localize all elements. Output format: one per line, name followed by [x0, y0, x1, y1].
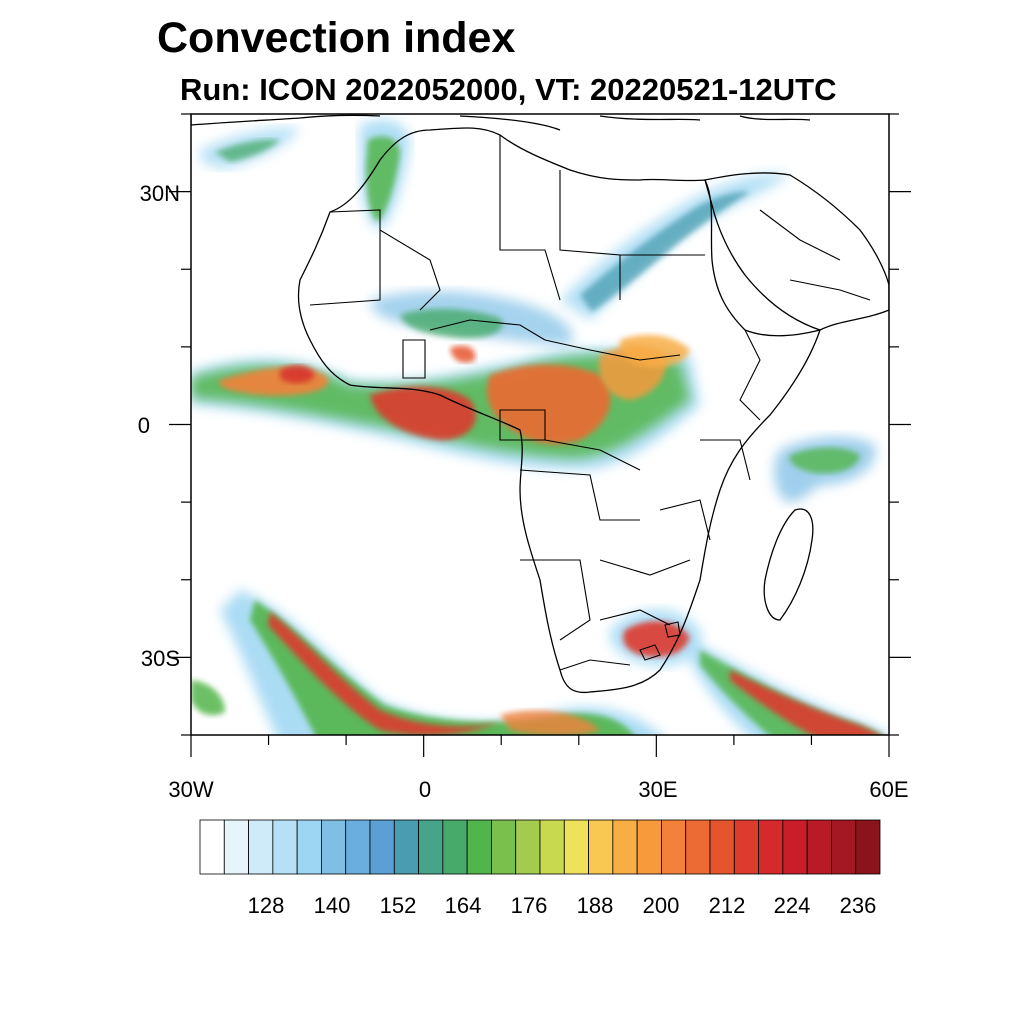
colorbar-swatch-18 — [636, 819, 662, 875]
colorbar-label-224: 224 — [774, 893, 811, 918]
lon-label-30w: 30W — [168, 777, 213, 802]
colorbar-swatch-7 — [369, 819, 395, 875]
colorbar-swatch-22 — [733, 819, 759, 875]
northwest-convection — [199, 120, 410, 230]
colorbar-swatch-2 — [248, 819, 274, 875]
indian-ocean-frontal-band — [690, 640, 889, 735]
colorbar-swatch-0 — [199, 819, 225, 875]
south-atlantic-band — [220, 590, 661, 735]
lat-label-0: 0 — [138, 413, 150, 438]
colorbar-swatch-12 — [491, 819, 517, 875]
colorbar-swatch-13 — [515, 819, 541, 875]
sahel-convection — [370, 290, 690, 367]
colorbar-swatch-19 — [661, 819, 687, 875]
colorbar-swatch-11 — [466, 819, 492, 875]
colorbar-swatch-25 — [806, 819, 832, 875]
colorbar-swatch-17 — [612, 819, 638, 875]
lat-label-30s: 30S — [141, 646, 180, 671]
colorbar-swatch-16 — [588, 819, 614, 875]
coastlines — [191, 114, 889, 694]
colorbar-swatch-14 — [539, 819, 565, 875]
colorbar-swatch-20 — [685, 819, 711, 875]
colorbar-swatch-15 — [563, 819, 589, 875]
colorbar-label-200: 200 — [643, 893, 680, 918]
colorbar-label-164: 164 — [445, 893, 482, 918]
africa-coastline — [297, 127, 821, 694]
colorbar — [199, 819, 881, 875]
colorbar-label-188: 188 — [577, 893, 614, 918]
colorbar-swatch-24 — [782, 819, 808, 875]
chart-title: Convection index — [157, 14, 516, 62]
madagascar-coastline — [763, 508, 814, 621]
lon-label-30e: 30E — [638, 777, 677, 802]
southwest-corner-convection — [191, 680, 225, 716]
colorbar-label-236: 236 — [840, 893, 877, 918]
colorbar-swatch-21 — [709, 819, 735, 875]
indian-ocean-convection — [774, 436, 876, 503]
colorbar-swatch-9 — [418, 819, 444, 875]
chart-subtitle: Run: ICON 2022052000, VT: 20220521-12UTC — [180, 72, 837, 107]
colorbar-swatch-3 — [272, 819, 298, 875]
colorbar-label-140: 140 — [314, 893, 351, 918]
colorbar-swatch-4 — [296, 819, 322, 875]
axis-ticks — [169, 113, 911, 757]
colorbar-label-128: 128 — [248, 893, 285, 918]
colorbar-tick-labels: 128 140 152 164 176 188 200 212 224 236 — [248, 893, 877, 918]
country-borders — [309, 135, 871, 671]
colorbar-swatch-26 — [831, 819, 857, 875]
lat-label-30n: 30N — [140, 181, 180, 206]
colorbar-swatch-10 — [442, 819, 468, 875]
colorbar-swatch-23 — [758, 819, 784, 875]
colorbar-swatch-27 — [855, 819, 881, 875]
colorbar-label-212: 212 — [709, 893, 746, 918]
lon-label-0: 0 — [419, 777, 431, 802]
colorbar-swatch-5 — [321, 819, 347, 875]
convection-field — [191, 120, 889, 735]
arabia-coastline — [704, 172, 889, 331]
colorbar-swatch-1 — [223, 819, 249, 875]
colorbar-label-152: 152 — [380, 893, 417, 918]
colorbar-swatch-8 — [393, 819, 419, 875]
colorbar-swatch-6 — [345, 819, 371, 875]
colorbar-label-176: 176 — [511, 893, 548, 918]
tropical-plume — [560, 173, 790, 320]
lon-label-60e: 60E — [869, 777, 908, 802]
itcz-band — [191, 345, 700, 470]
europe-coastline — [191, 114, 811, 131]
